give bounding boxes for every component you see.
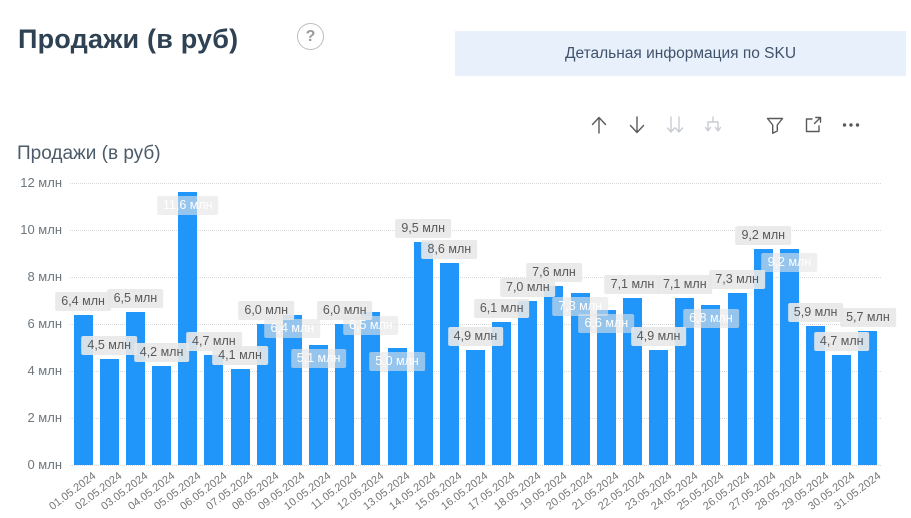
- y-tick-label: 4 млн: [27, 363, 62, 378]
- expand-all-levels-icon[interactable]: [698, 110, 728, 140]
- y-tick-label: 10 млн: [20, 222, 62, 237]
- bar[interactable]: [439, 262, 459, 465]
- y-tick-label: 0 млн: [27, 457, 62, 472]
- help-icon-glyph: ?: [305, 27, 316, 45]
- bar-data-label: 6,1 млн: [473, 298, 530, 318]
- bar-data-label: 9,2 млн: [761, 252, 818, 272]
- visual-header-toolbar: [584, 109, 874, 141]
- bar[interactable]: [832, 354, 852, 465]
- bar[interactable]: [570, 293, 590, 465]
- bar-data-label: 5,0 млн: [369, 351, 425, 371]
- drill-up-icon[interactable]: [584, 110, 614, 140]
- bar-data-label: 7,3 млн: [709, 270, 765, 290]
- drill-down-icon[interactable]: [622, 110, 652, 140]
- bar[interactable]: [596, 309, 616, 465]
- bar[interactable]: [544, 286, 564, 465]
- focus-mode-icon[interactable]: [798, 110, 828, 140]
- bar-data-label: 11,6 млн: [156, 196, 219, 216]
- bar[interactable]: [779, 248, 799, 465]
- bar-data-label: 4,5 млн: [81, 336, 138, 356]
- bar[interactable]: [492, 321, 512, 465]
- bar[interactable]: [125, 312, 145, 465]
- bar-data-label: 6,0 млн: [238, 301, 295, 320]
- bar[interactable]: [387, 347, 407, 465]
- bar-data-label: 4,9 млн: [447, 326, 504, 346]
- gridline: [70, 230, 881, 231]
- gridline: [70, 465, 881, 466]
- bar[interactable]: [806, 326, 826, 465]
- bar[interactable]: [727, 293, 747, 465]
- chart-title: Продажи (в руб): [17, 143, 161, 164]
- bar-data-label: 6,8 млн: [683, 309, 739, 329]
- more-options-icon[interactable]: [836, 110, 866, 140]
- bar-data-label: 4,7 млн: [813, 331, 870, 351]
- gridline: [70, 324, 881, 325]
- bar-data-label: 7,1 млн: [656, 275, 713, 295]
- bar-data-label: 6,4 млн: [264, 318, 321, 338]
- bar[interactable]: [204, 354, 224, 465]
- filter-icon[interactable]: [760, 110, 790, 140]
- y-tick-label: 8 млн: [27, 269, 62, 284]
- bar-data-label: 7,6 млн: [526, 263, 582, 283]
- bar-data-label: 6,5 млн: [343, 316, 399, 336]
- bar-data-label: 6,5 млн: [107, 289, 164, 309]
- bar-data-label: 6,0 млн: [316, 301, 373, 320]
- bar-data-label: 4,9 млн: [630, 326, 687, 346]
- gridline: [70, 183, 881, 184]
- bar[interactable]: [701, 305, 721, 465]
- bar[interactable]: [178, 192, 198, 465]
- bar[interactable]: [649, 349, 669, 465]
- bar[interactable]: [152, 366, 172, 465]
- bar[interactable]: [99, 359, 119, 465]
- drill-down-level-icon[interactable]: [660, 110, 690, 140]
- bar[interactable]: [753, 248, 773, 465]
- bar-data-label: 4,2 млн: [133, 343, 190, 363]
- gridline: [70, 277, 881, 278]
- bar-data-label: 8,6 млн: [421, 239, 478, 259]
- bar-data-label: 6,4 млн: [55, 291, 111, 311]
- bar[interactable]: [361, 312, 381, 465]
- bar-data-label: 5,9 млн: [787, 303, 844, 323]
- bar-data-label: 7,3 млн: [552, 297, 608, 317]
- help-icon[interactable]: ?: [297, 23, 324, 50]
- y-tick-label: 6 млн: [27, 316, 62, 331]
- bar-data-label: 6,6 млн: [578, 313, 635, 333]
- bar[interactable]: [230, 368, 250, 465]
- bar[interactable]: [518, 300, 538, 465]
- bar-data-label: 5,1 млн: [290, 349, 347, 369]
- y-tick-label: 12 млн: [20, 175, 62, 190]
- page-title: Продажи (в руб): [18, 24, 239, 54]
- bar[interactable]: [466, 349, 485, 465]
- bar[interactable]: [309, 345, 329, 465]
- bar-data-label: 9,5 млн: [395, 218, 451, 238]
- bar-data-label: 4,1 млн: [212, 345, 268, 365]
- sku-detail-button[interactable]: Детальная информация по SKU: [455, 31, 906, 76]
- bar-data-label: 7,1 млн: [604, 275, 661, 295]
- bar[interactable]: [335, 324, 355, 465]
- bar-data-label: 9,2 млн: [735, 225, 792, 245]
- bar-data-label: 5,7 млн: [840, 308, 896, 328]
- y-tick-label: 2 млн: [27, 410, 62, 425]
- bar[interactable]: [858, 331, 878, 465]
